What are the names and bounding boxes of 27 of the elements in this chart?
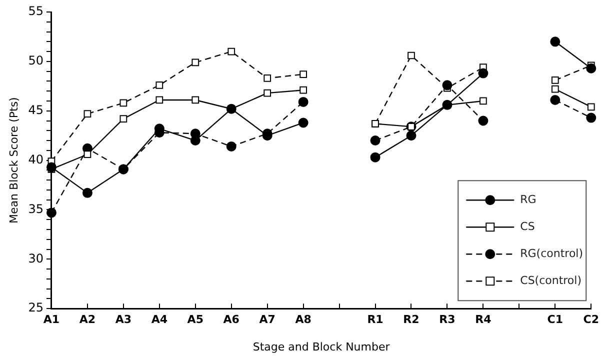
x-tick-label: A1 xyxy=(43,313,60,326)
x-tick-label: C2 xyxy=(583,313,600,326)
x-axis-title: Stage and Block Number xyxy=(252,340,390,354)
x-tick-label: A6 xyxy=(223,313,240,326)
x-tick-label: A3 xyxy=(115,313,132,326)
y-tick-label: 50 xyxy=(28,54,44,68)
y-tick-label: 30 xyxy=(28,251,44,266)
y-tick-label: 35 xyxy=(28,202,44,216)
legend-label: RG xyxy=(520,192,536,206)
x-tick-label: A8 xyxy=(295,313,312,326)
x-tick-label: R2 xyxy=(403,313,420,326)
x-tick-label: C1 xyxy=(547,313,564,326)
x-tick-label: A5 xyxy=(187,313,204,326)
legend-label: CS xyxy=(520,220,535,233)
y-tick-label: 55 xyxy=(28,4,44,18)
x-tick-label: A7 xyxy=(259,313,276,326)
x-tick-label: R4 xyxy=(475,313,492,326)
y-tick-label: 25 xyxy=(28,300,44,315)
y-axis-title: Mean Block Score (Pts) xyxy=(7,97,20,224)
y-tick-label: 40 xyxy=(28,152,44,166)
x-tick-label: A4 xyxy=(151,313,168,326)
legend-label: CS(control) xyxy=(520,274,582,287)
x-tick-label: A2 xyxy=(79,313,96,326)
legend-label: RG(control) xyxy=(520,246,584,260)
x-tick-label: R3 xyxy=(439,313,456,326)
y-tick-label: 45 xyxy=(28,102,44,117)
x-tick-label: R1 xyxy=(367,313,384,326)
